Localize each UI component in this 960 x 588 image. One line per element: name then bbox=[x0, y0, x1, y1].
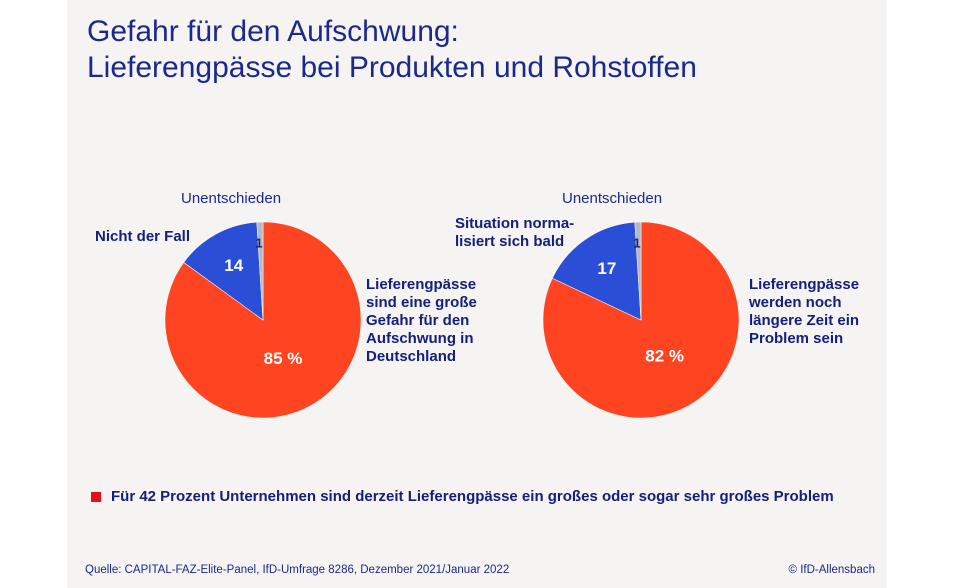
key-finding-note: Für 42 Prozent Unternehmen sind derzeit … bbox=[91, 488, 834, 505]
pie1-value-label-1: 14 bbox=[224, 256, 243, 275]
pie2-slice-undecided bbox=[634, 221, 642, 321]
copyright: © IfD-Allensbach bbox=[788, 564, 875, 576]
pie-charts: 85 % 14 1 82 % 17 1 bbox=[164, 221, 740, 419]
pie1-undecided-label: Unentschieden bbox=[181, 190, 282, 207]
pie1-slice-secondary bbox=[183, 221, 264, 321]
pie1-slice-undecided bbox=[256, 221, 264, 321]
pie2-primary-label: Lieferengpässe werden noch längere Zeit … bbox=[749, 276, 860, 347]
chart-title: Gefahr für den Aufschwung: Lieferengpäss… bbox=[87, 14, 697, 86]
pie1-primary-label: Lieferengpässe sind eine große Gefahr fü… bbox=[366, 276, 477, 365]
pie2-secondary-label: Situation norma- lisiert sich bald bbox=[455, 215, 575, 250]
title-line-1: Gefahr für den Aufschwung: bbox=[87, 15, 459, 48]
key-finding-text: Für 42 Prozent Unternehmen sind derzeit … bbox=[111, 488, 834, 505]
bullet-square-icon bbox=[91, 491, 101, 502]
title-line-2: Lieferengpässe bei Produkten und Rohstof… bbox=[87, 51, 697, 84]
pie2-undecided-label: Unentschieden bbox=[562, 190, 663, 207]
pie2-slice-secondary bbox=[551, 221, 642, 321]
pie2-value-label-0: 82 % bbox=[645, 347, 684, 366]
source-note: Quelle: CAPITAL-FAZ-Elite-Panel, IfD-Umf… bbox=[85, 564, 510, 576]
pie1-value-label-2: 1 bbox=[255, 235, 262, 250]
pie2-value-label-2: 1 bbox=[633, 235, 640, 250]
slide: Gefahr für den Aufschwung: Lieferengpäss… bbox=[67, 0, 887, 588]
pie1-value-label-0: 85 % bbox=[264, 349, 303, 368]
pie2-value-label-1: 17 bbox=[597, 259, 616, 278]
pie1-secondary-label: Nicht der Fall bbox=[95, 228, 191, 245]
